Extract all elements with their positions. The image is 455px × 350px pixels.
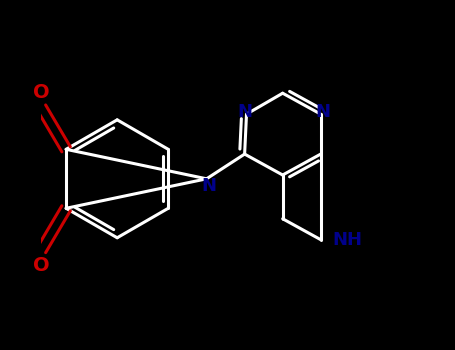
Text: O: O bbox=[33, 83, 50, 102]
Text: N: N bbox=[237, 103, 252, 121]
Text: N: N bbox=[315, 103, 330, 121]
Text: NH: NH bbox=[332, 231, 362, 248]
Text: N: N bbox=[201, 177, 216, 195]
Text: O: O bbox=[33, 256, 50, 275]
